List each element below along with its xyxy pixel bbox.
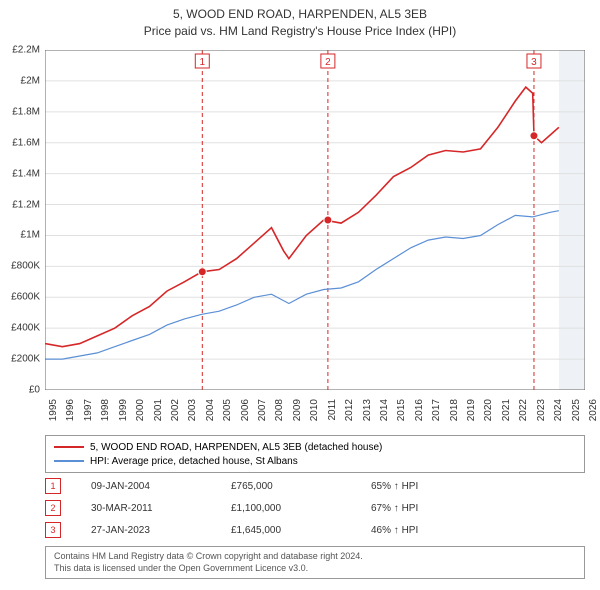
footer-line-2: This data is licensed under the Open Gov… bbox=[54, 563, 576, 575]
x-tick-label: 2003 bbox=[187, 399, 198, 421]
x-tick-label: 2005 bbox=[222, 399, 233, 421]
y-tick-label: £1.8M bbox=[12, 106, 40, 117]
legend: 5, WOOD END ROAD, HARPENDEN, AL5 3EB (de… bbox=[45, 435, 585, 473]
title-line-1: 5, WOOD END ROAD, HARPENDEN, AL5 3EB bbox=[0, 6, 600, 23]
sale-row: 3 27-JAN-2023£1,645,00046% ↑ HPI bbox=[45, 519, 585, 541]
sale-marker-badge: 1 bbox=[45, 478, 61, 494]
x-tick-label: 2010 bbox=[309, 399, 320, 421]
x-tick-label: 1998 bbox=[100, 399, 111, 421]
sale-date: 09-JAN-2004 bbox=[91, 481, 231, 492]
sale-dot bbox=[198, 268, 206, 276]
y-tick-label: £1.4M bbox=[12, 168, 40, 179]
title-block: 5, WOOD END ROAD, HARPENDEN, AL5 3EB Pri… bbox=[0, 0, 600, 40]
y-tick-label: £600K bbox=[11, 292, 40, 303]
x-tick-label: 2001 bbox=[153, 399, 164, 421]
sale-pct: 46% ↑ HPI bbox=[371, 525, 491, 536]
legend-swatch bbox=[54, 460, 84, 462]
chart-container: 5, WOOD END ROAD, HARPENDEN, AL5 3EB Pri… bbox=[0, 0, 600, 590]
x-tick-label: 1997 bbox=[83, 399, 94, 421]
x-tick-label: 1999 bbox=[118, 399, 129, 421]
legend-item: HPI: Average price, detached house, St A… bbox=[54, 454, 576, 468]
y-tick-label: £0 bbox=[29, 385, 40, 396]
legend-label: 5, WOOD END ROAD, HARPENDEN, AL5 3EB (de… bbox=[90, 442, 382, 453]
sale-date: 27-JAN-2023 bbox=[91, 525, 231, 536]
x-tick-label: 2012 bbox=[344, 399, 355, 421]
sale-pct: 67% ↑ HPI bbox=[371, 503, 491, 514]
x-tick-label: 2008 bbox=[274, 399, 285, 421]
y-tick-label: £800K bbox=[11, 261, 40, 272]
x-tick-label: 2013 bbox=[362, 399, 373, 421]
y-tick-label: £400K bbox=[11, 323, 40, 334]
sale-row: 1 09-JAN-2004£765,00065% ↑ HPI bbox=[45, 475, 585, 497]
x-tick-label: 2017 bbox=[431, 399, 442, 421]
x-tick-label: 2026 bbox=[588, 399, 599, 421]
x-tick-label: 2002 bbox=[170, 399, 181, 421]
sale-date: 30-MAR-2011 bbox=[91, 503, 231, 514]
legend-swatch bbox=[54, 446, 84, 448]
y-tick-label: £1.6M bbox=[12, 137, 40, 148]
sales-table: 1 09-JAN-2004£765,00065% ↑ HPI 2 30-MAR-201… bbox=[45, 475, 585, 541]
x-tick-label: 2018 bbox=[449, 399, 460, 421]
marker-flag: 1 bbox=[195, 54, 209, 68]
x-tick-label: 2000 bbox=[135, 399, 146, 421]
x-tick-label: 2007 bbox=[257, 399, 268, 421]
y-tick-label: £1M bbox=[21, 230, 40, 241]
y-axis: £0£200K£400K£600K£800K£1M£1.2M£1.4M£1.6M… bbox=[0, 50, 42, 390]
sale-marker-badge: 3 bbox=[45, 522, 61, 538]
x-axis: 1995 1996 1997 1998 1999 2000 2001 2002 2003 2004… bbox=[45, 395, 585, 435]
x-tick-label: 2015 bbox=[396, 399, 407, 421]
legend-label: HPI: Average price, detached house, St A… bbox=[90, 456, 298, 467]
svg-text:3: 3 bbox=[531, 57, 537, 68]
sale-price: £765,000 bbox=[231, 481, 371, 492]
x-tick-label: 1995 bbox=[48, 399, 59, 421]
y-tick-label: £1.2M bbox=[12, 199, 40, 210]
x-tick-label: 2025 bbox=[571, 399, 582, 421]
sale-price: £1,645,000 bbox=[231, 525, 371, 536]
x-tick-label: 2011 bbox=[327, 399, 338, 421]
x-tick-label: 1996 bbox=[65, 399, 76, 421]
x-tick-label: 2021 bbox=[501, 399, 512, 421]
x-tick-label: 2014 bbox=[379, 399, 390, 421]
sale-dot bbox=[324, 216, 332, 224]
legend-item: 5, WOOD END ROAD, HARPENDEN, AL5 3EB (de… bbox=[54, 440, 576, 454]
x-tick-label: 2023 bbox=[536, 399, 547, 421]
y-tick-label: £2M bbox=[21, 75, 40, 86]
sale-pct: 65% ↑ HPI bbox=[371, 481, 491, 492]
svg-text:2: 2 bbox=[325, 57, 331, 68]
x-tick-label: 2020 bbox=[483, 399, 494, 421]
sale-dot bbox=[530, 132, 538, 140]
chart-plot: 1 2 3 bbox=[45, 50, 585, 390]
sale-price: £1,100,000 bbox=[231, 503, 371, 514]
x-tick-label: 2022 bbox=[518, 399, 529, 421]
sale-row: 2 30-MAR-2011£1,100,00067% ↑ HPI bbox=[45, 497, 585, 519]
sale-marker-badge: 2 bbox=[45, 500, 61, 516]
x-tick-label: 2019 bbox=[466, 399, 477, 421]
x-tick-label: 2016 bbox=[414, 399, 425, 421]
x-tick-label: 2009 bbox=[292, 399, 303, 421]
y-tick-label: £200K bbox=[11, 354, 40, 365]
x-tick-label: 2024 bbox=[553, 399, 564, 421]
footer: Contains HM Land Registry data © Crown c… bbox=[45, 546, 585, 579]
svg-text:1: 1 bbox=[200, 57, 206, 68]
footer-line-1: Contains HM Land Registry data © Crown c… bbox=[54, 551, 576, 563]
marker-flag: 3 bbox=[527, 54, 541, 68]
marker-flag: 2 bbox=[321, 54, 335, 68]
y-tick-label: £2.2M bbox=[12, 45, 40, 56]
x-tick-label: 2006 bbox=[240, 399, 251, 421]
x-tick-label: 2004 bbox=[205, 399, 216, 421]
title-line-2: Price paid vs. HM Land Registry's House … bbox=[0, 23, 600, 40]
